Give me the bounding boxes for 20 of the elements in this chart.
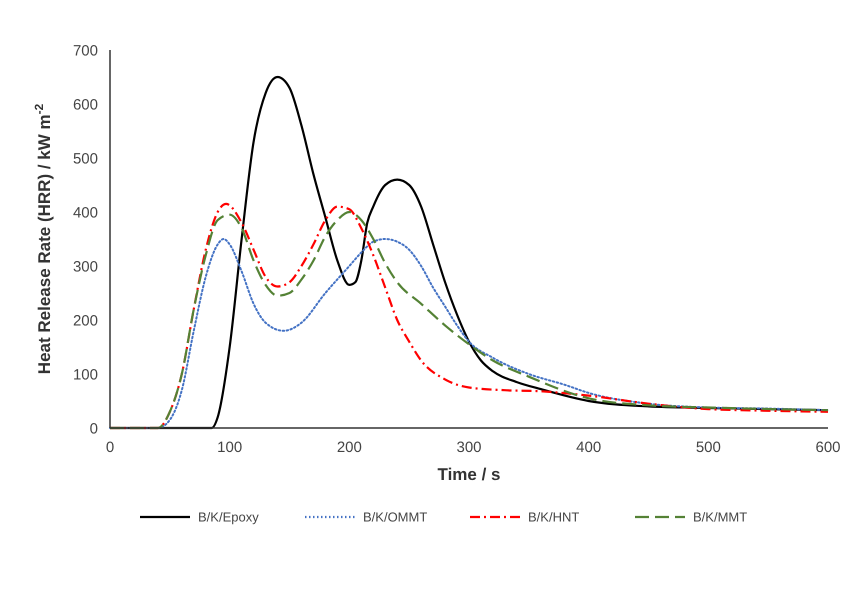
- y-tick-label: 100: [72, 366, 98, 384]
- y-tick-label: 700: [72, 42, 98, 60]
- x-tick-label: 300: [456, 439, 482, 456]
- y-tick-label: 200: [72, 312, 98, 330]
- x-tick-label: 600: [815, 439, 841, 456]
- x-tick-label: 100: [217, 439, 242, 456]
- x-tick-label: 200: [336, 439, 362, 456]
- y-tick-label: 0: [90, 420, 98, 438]
- y-tick-label: 400: [72, 204, 98, 222]
- x-tick-label: 400: [576, 439, 602, 456]
- x-tick-label: 0: [106, 439, 114, 456]
- y-tick-label: 300: [72, 258, 98, 276]
- legend-label: B/K/OMMT: [363, 510, 428, 525]
- y-tick-label: 500: [72, 150, 98, 168]
- legend-label: B/K/Epoxy: [198, 510, 260, 525]
- y-tick-label: 600: [72, 96, 98, 114]
- legend-label: B/K/HNT: [528, 510, 580, 525]
- x-tick-label: 500: [696, 439, 721, 456]
- legend-label: B/K/MMT: [693, 510, 748, 525]
- x-axis-title: Time / s: [438, 465, 500, 484]
